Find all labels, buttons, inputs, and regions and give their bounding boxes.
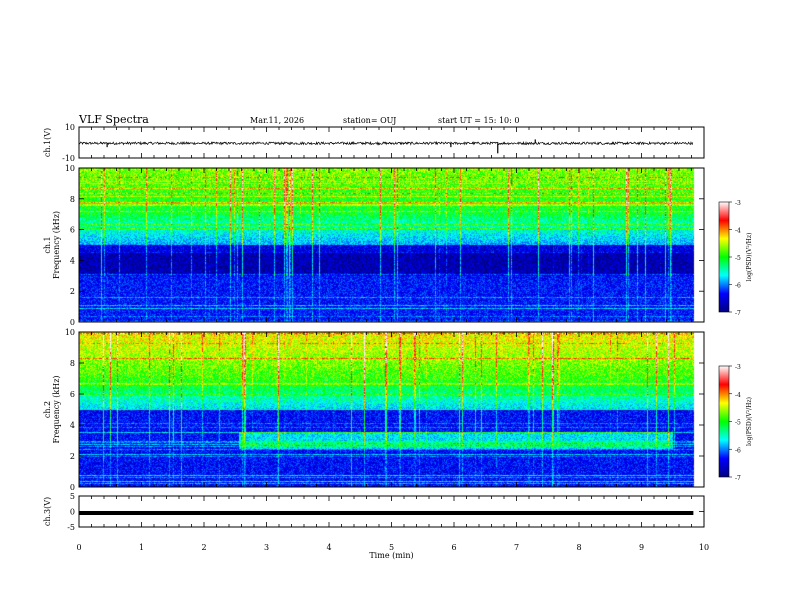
ch2-spectrogram-colorbar-tick-label: -5	[735, 420, 741, 427]
ch1-spectrogram-colorbar	[718, 201, 730, 313]
ch3-ylabel: ch.3(V)	[43, 497, 52, 526]
ch1-ylabel: ch.1(V)	[43, 128, 52, 157]
ch1-ytick-label: -10	[62, 154, 75, 163]
x-tick-label: 8	[576, 543, 581, 552]
x-tick-label: 1	[139, 543, 144, 552]
ch1-spectrogram-colorbar-tick-label: -3	[735, 200, 741, 207]
ch1-spectrogram-ytick-label: 6	[70, 226, 75, 235]
ch2-spectrogram-image	[79, 332, 704, 487]
ch2-spectrogram-colorbar-tick-label: -6	[735, 447, 741, 454]
ch1-spectrogram-colorbar-tick-label: -4	[735, 228, 741, 235]
ch2-spectrogram-ytick-label: 8	[70, 359, 75, 368]
ch1-spectrogram-colorbar-tick-label: -5	[735, 255, 741, 262]
ch1-spectrogram-colorbar-tick-label: -7	[735, 310, 741, 317]
ch1-spectrogram-image	[79, 168, 704, 322]
start-time-label: start UT = 15: 10: 0	[438, 116, 520, 125]
ch2-spectrogram-colorbar-label: log(PSD)(V²/Hz)	[746, 397, 753, 446]
ch2-spectrogram-ytick-label: 2	[70, 452, 75, 461]
ch1-spectrogram-ytick-label: 2	[70, 287, 75, 296]
x-tick-label: 10	[699, 543, 709, 552]
ch1-ytick-label: 10	[65, 123, 75, 132]
station-label: station= OUJ	[343, 116, 397, 125]
ch1-spectrogram-ytick-label: 10	[65, 164, 75, 173]
ch2-spectrogram-ytick-label: 0	[70, 483, 75, 492]
ch1-spectrogram-colorbar-tick-label: -6	[735, 283, 741, 290]
ch2-spectrogram-ytick-label: 6	[70, 390, 75, 399]
x-tick-label: 0	[76, 543, 81, 552]
ch1-spectrogram-ylabel: ch.1	[43, 236, 52, 253]
x-tick-label: 4	[326, 543, 331, 552]
ch2-spectrogram-colorbar-tick-label: -7	[735, 475, 741, 482]
x-tick-label: 2	[201, 543, 206, 552]
x-tick-label: 9	[639, 543, 644, 552]
ch3-ytick-label: -5	[67, 523, 75, 532]
x-tick-label: 7	[514, 543, 519, 552]
ch1-spectrogram-ytick-label: 4	[70, 256, 75, 265]
ch1-spectrogram-ylabel: Frequency (kHz)	[52, 211, 61, 279]
ch3-ytick-label: 5	[70, 492, 75, 501]
ch2-spectrogram-colorbar	[718, 365, 730, 478]
ch2-spectrogram-colorbar-tick-label: -4	[735, 392, 741, 399]
x-tick-label: 6	[451, 543, 456, 552]
ch1-waveform	[78, 140, 694, 146]
ch2-spectrogram-colorbar-tick-label: -3	[735, 364, 741, 371]
x-tick-label: 5	[389, 543, 394, 552]
ch1-spectrogram-ytick-label: 8	[70, 195, 75, 204]
ch1-spectrogram-colorbar-label: log(PSD)(V²/Hz)	[746, 233, 753, 282]
date-label: Mar.11, 2026	[250, 116, 305, 125]
ch1-spectrogram-ytick-label: 0	[70, 318, 75, 327]
ch2-spectrogram-ylabel: ch.2	[43, 401, 52, 418]
x-tick-label: 3	[264, 543, 269, 552]
figure-title: VLF Spectra	[79, 113, 149, 126]
ch2-spectrogram-ytick-label: 4	[70, 421, 75, 430]
ch3-ytick-label: 0	[70, 508, 75, 517]
ch2-spectrogram-ylabel: Frequency (kHz)	[52, 375, 61, 443]
ch2-spectrogram-ytick-label: 10	[65, 328, 75, 337]
x-axis-label: Time (min)	[369, 551, 413, 560]
